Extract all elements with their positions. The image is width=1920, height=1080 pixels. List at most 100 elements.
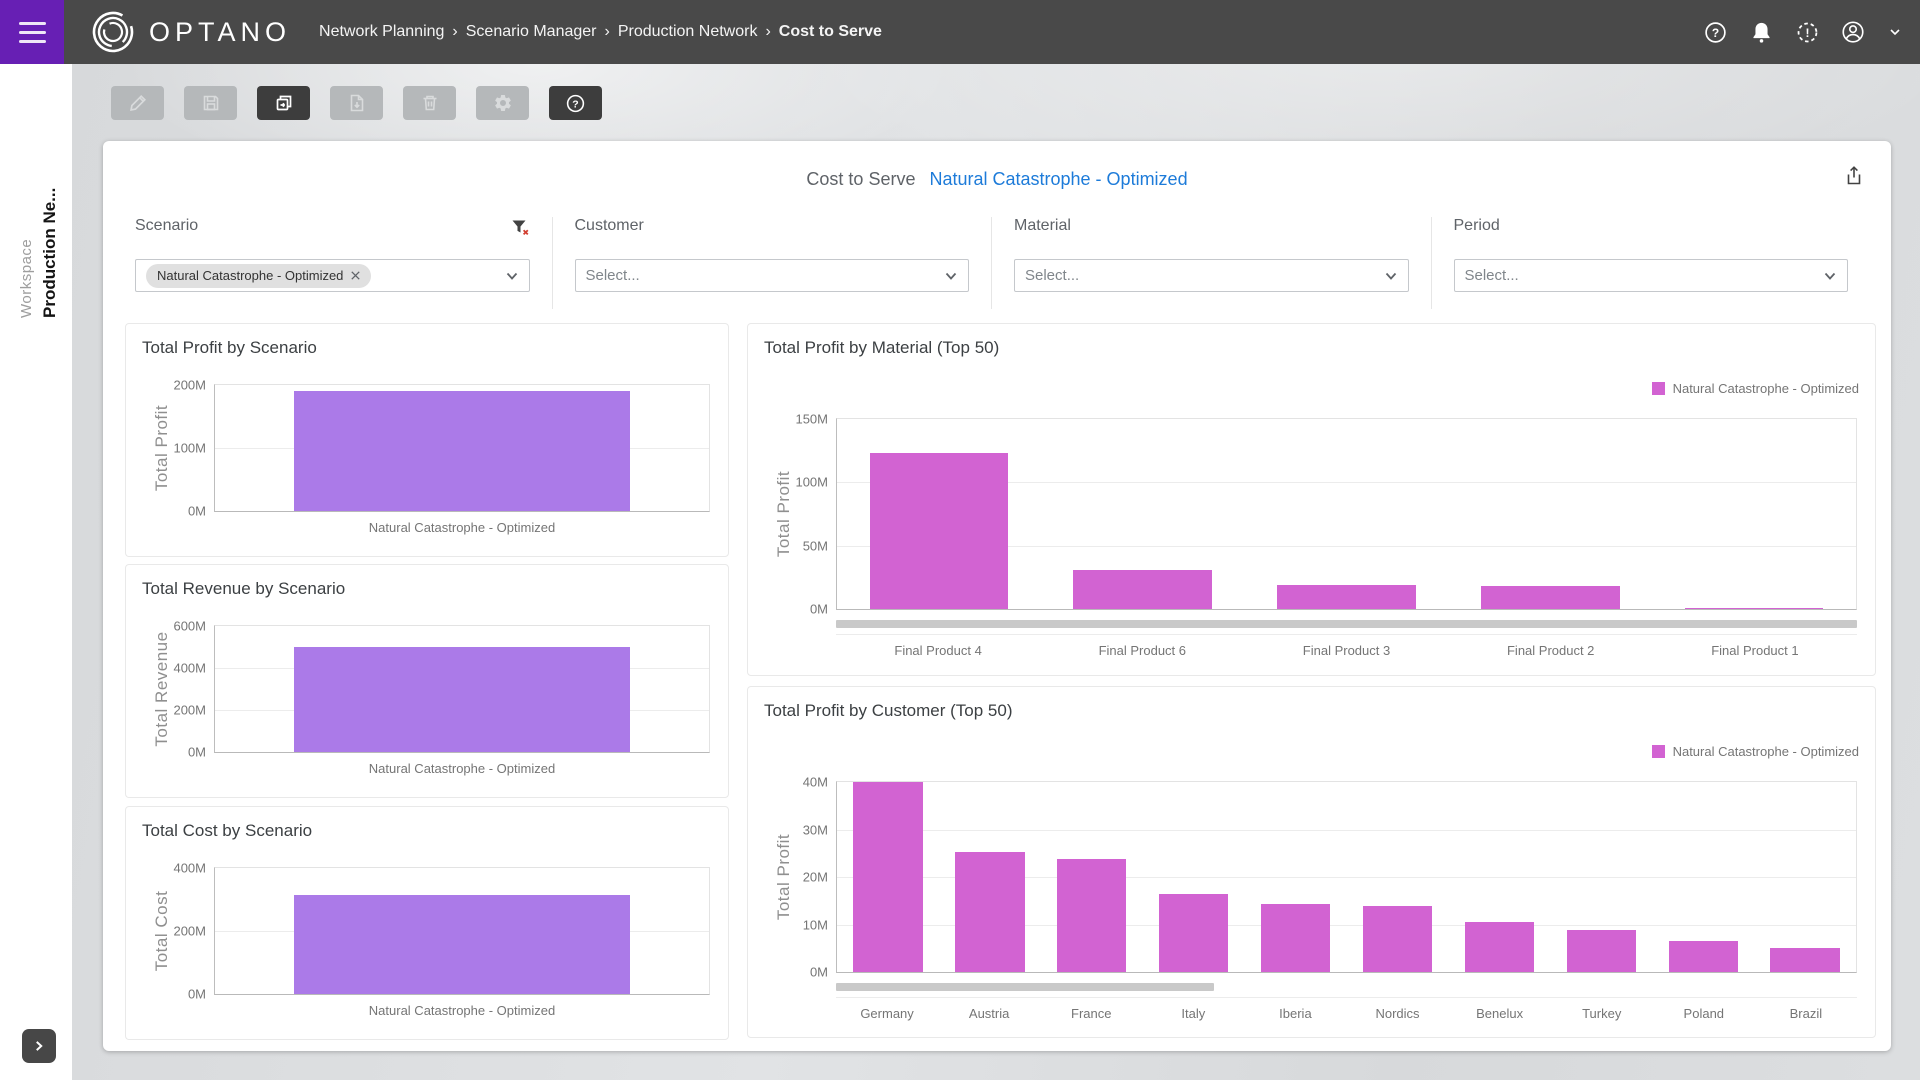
bar-Natural Catastrophe - Optimized[interactable]	[294, 647, 630, 752]
bar-Final Product 3[interactable]	[1277, 584, 1416, 609]
optano-logo[interactable]: OPTANO	[90, 9, 291, 55]
edit-button[interactable]	[111, 86, 164, 120]
bar-slot	[837, 782, 939, 972]
duplicate-button[interactable]	[257, 86, 310, 120]
plot-area: 0M 200M 400M 600M	[173, 619, 710, 760]
customer-select[interactable]: Select...	[574, 259, 969, 292]
export-button[interactable]	[330, 86, 383, 120]
plot-area: 0M 200M 400M	[173, 861, 710, 1002]
help-icon[interactable]: ?	[1702, 19, 1728, 45]
chart-legend: Natural Catastrophe - Optimized	[764, 358, 1859, 418]
share-icon	[1842, 164, 1866, 188]
svg-text:!: !	[1805, 25, 1809, 39]
notifications-icon[interactable]	[1748, 19, 1774, 45]
x-category-label: France	[1071, 1006, 1112, 1021]
bar-Final Product 4[interactable]	[869, 453, 1009, 609]
chart-scrollbar-track	[836, 983, 1857, 991]
bar-slot	[1754, 782, 1856, 972]
cost-to-serve-card: Cost to Serve Natural Catastrophe - Opti…	[103, 141, 1891, 1051]
bar-slot	[1245, 419, 1449, 609]
chevron-down-icon	[1384, 269, 1398, 283]
material-select[interactable]: Select...	[1014, 259, 1409, 292]
bar-Nordics[interactable]	[1362, 905, 1433, 972]
bar-slot	[1652, 419, 1856, 609]
breadcrumb-item[interactable]: Network Planning	[319, 23, 445, 40]
plot-area: 0M 10M 20M 30M 40M	[803, 775, 1857, 980]
gridline	[837, 482, 1856, 484]
bar-Italy[interactable]	[1159, 893, 1229, 972]
chart-title: Total Profit by Customer (Top 50)	[764, 701, 1013, 720]
optano-wordmark: OPTANO	[149, 16, 292, 47]
breadcrumb-item[interactable]: Production Network	[617, 23, 758, 40]
gridline	[837, 924, 1856, 926]
bar-Iberia[interactable]	[1260, 904, 1331, 972]
x-axis-labels: Germany Austria France Italy Iberia Nordics Be…	[836, 1006, 1857, 1021]
breadcrumb-item[interactable]: Scenario Manager	[465, 23, 597, 40]
bar-Final Product 2[interactable]	[1481, 586, 1620, 609]
x-axis-labels: Final Product 4 Final Product 6 Final Prod…	[836, 643, 1857, 658]
chip-close-icon[interactable]	[349, 269, 362, 282]
chart-scrollbar-thumb[interactable]	[836, 620, 1857, 628]
workspace-sidebar: Workspace Production Ne...	[0, 64, 72, 1080]
scenario-chip[interactable]: Natural Catastrophe - Optimized	[146, 263, 372, 288]
settings-button[interactable]	[476, 86, 529, 120]
chart-title: Total Profit by Material (Top 50)	[764, 338, 1000, 357]
y-tick-label: 0M	[809, 964, 828, 980]
x-category-label: Iberia	[1279, 1006, 1312, 1021]
bar-slot	[1245, 782, 1347, 972]
bar-Austria[interactable]	[955, 851, 1025, 972]
bar-slot	[1041, 782, 1143, 972]
bar-Poland[interactable]	[1668, 941, 1738, 972]
help-button[interactable]: ?	[549, 86, 602, 120]
bar-slot	[215, 385, 709, 511]
y-tick-label: 200M	[173, 702, 206, 718]
period-select[interactable]: Select...	[1453, 259, 1848, 292]
account-icon[interactable]	[1840, 19, 1866, 45]
x-axis-labels: Natural Catastrophe - Optimized	[214, 1003, 710, 1018]
y-tick-label: 0M	[187, 986, 206, 1002]
scenario-select[interactable]: Natural Catastrophe - Optimized	[135, 259, 530, 292]
breadcrumb-item[interactable]: Cost to Serve	[778, 23, 882, 40]
scenario-toolbar: ?	[111, 86, 602, 120]
chart-total-revenue-by-scenario: Total Revenue by Scenario Total Revenue 0M…	[125, 564, 729, 798]
filter-remove-icon[interactable]	[510, 217, 530, 237]
save-icon	[201, 93, 221, 113]
y-tick-label: 200M	[173, 377, 206, 393]
chevron-down-icon	[1823, 269, 1837, 283]
breadcrumb-separator: ›	[765, 23, 771, 40]
hamburger-menu-button[interactable]	[0, 0, 64, 64]
chip-label: Natural Catastrophe - Optimized	[157, 268, 344, 283]
bar-Natural Catastrophe - Optimized[interactable]	[294, 895, 630, 994]
chart-scrollbar-thumb[interactable]	[836, 983, 1214, 991]
pending-status-icon[interactable]: !	[1794, 19, 1820, 45]
delete-button[interactable]	[403, 86, 456, 120]
chevron-down-icon[interactable]	[1886, 19, 1904, 45]
select-placeholder: Select...	[1464, 267, 1519, 284]
save-button[interactable]	[184, 86, 237, 120]
sidebar-expand-button[interactable]	[22, 1029, 56, 1063]
chart-title: Total Profit by Scenario	[142, 338, 317, 357]
chart-legend: Natural Catastrophe - Optimized	[764, 721, 1859, 781]
y-tick-label: 0M	[187, 503, 206, 519]
bar-slot	[939, 782, 1041, 972]
bar-Natural Catastrophe - Optimized[interactable]	[294, 391, 630, 511]
x-category-label: Austria	[968, 1006, 1010, 1021]
bar-Turkey[interactable]	[1566, 930, 1636, 972]
app-header: OPTANO Network Planning › Scenario Manager…	[0, 0, 1920, 64]
workspace-section-label: Workspace	[18, 238, 35, 318]
bar-France[interactable]	[1057, 858, 1127, 972]
share-button[interactable]	[1841, 163, 1867, 189]
y-tick-label: 150M	[795, 411, 828, 427]
legend-label: Natural Catastrophe - Optimized	[1672, 743, 1859, 759]
bar-Final Product 6[interactable]	[1073, 569, 1212, 609]
bar-Brazil[interactable]	[1770, 948, 1840, 972]
filter-period: Period Select...	[1430, 217, 1871, 309]
bar-Germany[interactable]	[853, 782, 923, 972]
bar-Benelux[interactable]	[1464, 922, 1535, 972]
bar-slot	[1041, 419, 1245, 609]
bar-Final Product 1[interactable]	[1684, 608, 1824, 609]
legend-swatch	[1651, 744, 1665, 758]
scenario-link[interactable]: Natural Catastrophe - Optimized	[929, 169, 1188, 189]
breadcrumb-separator: ›	[452, 23, 458, 40]
y-tick-label: 10M	[802, 917, 828, 932]
